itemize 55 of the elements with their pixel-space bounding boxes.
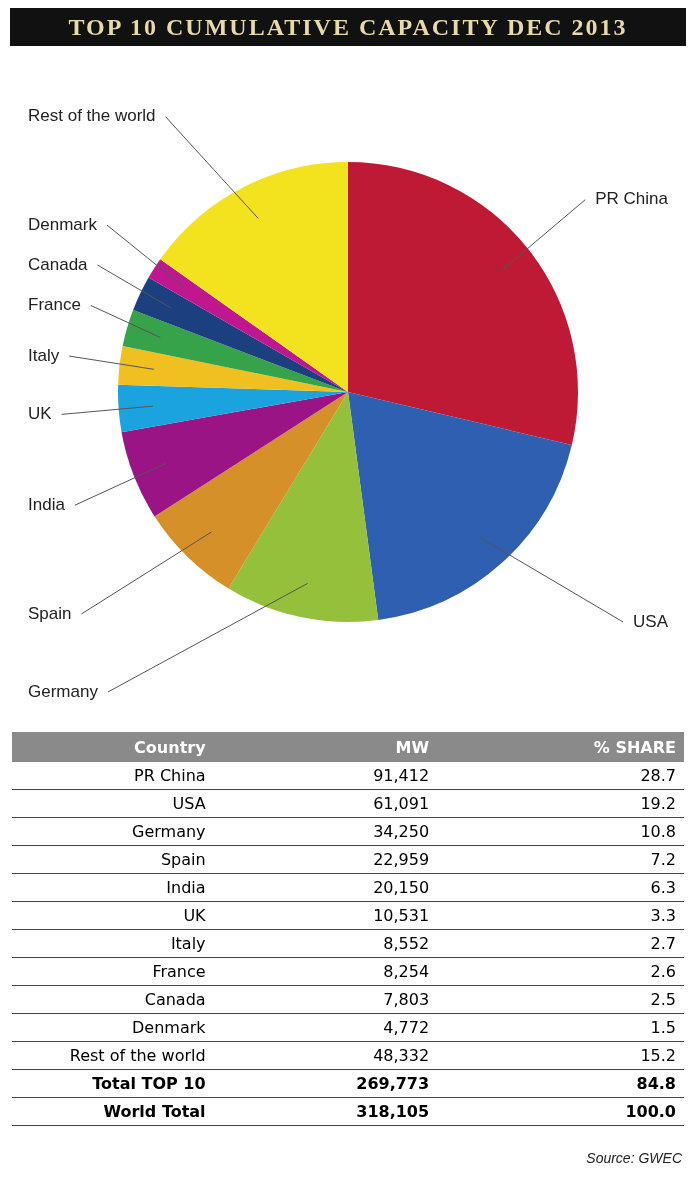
slice-label: PR China [595, 189, 669, 209]
data-label: 269,773 [213, 1069, 438, 1098]
data-label: 28.7 [437, 762, 684, 790]
data-label: 34,250 [213, 817, 438, 846]
category-label: Total TOP 10 [12, 1069, 214, 1098]
category-label: India [12, 873, 214, 902]
slice-label: Italy [28, 345, 60, 365]
category-label: Italy [12, 929, 214, 958]
data-label: 318,105 [213, 1097, 438, 1126]
data-label: 22,959 [213, 845, 438, 874]
category-label: France [12, 957, 214, 986]
slice-label: Denmark [28, 214, 98, 234]
category-label: Spain [12, 845, 214, 874]
text: Country [12, 732, 214, 762]
text: % SHARE [437, 732, 684, 762]
slice-label: Spain [28, 603, 72, 623]
data-label: 2.7 [437, 929, 684, 958]
data-label: 8,552 [213, 929, 438, 958]
data-label: 4,772 [213, 1013, 438, 1042]
category-label: USA [12, 789, 214, 818]
data-label: 6.3 [437, 873, 684, 902]
source-note: Source: GWEC [586, 1150, 682, 1166]
data-label: 84.8 [437, 1069, 684, 1098]
data-label: 61,091 [213, 789, 438, 818]
category-label: PR China [12, 762, 214, 790]
data-label: 100.0 [437, 1097, 684, 1126]
data-label: 20,150 [213, 873, 438, 902]
data-label: 10,531 [213, 901, 438, 930]
data-label: 7.2 [437, 845, 684, 874]
chart-title: TOP 10 CUMULATIVE CAPACITY DEC 2013 [10, 8, 686, 46]
category-label: Denmark [12, 1013, 214, 1042]
text: MW [213, 732, 438, 762]
slice-label: France [28, 295, 81, 315]
category-label: Germany [12, 817, 214, 846]
data-label: 19.2 [437, 789, 684, 818]
slice-label: Rest of the world [28, 106, 156, 126]
data-label: 1.5 [437, 1013, 684, 1042]
category-label: World Total [12, 1097, 214, 1126]
category-label: Canada [12, 985, 214, 1014]
data-label: 91,412 [213, 762, 438, 790]
slice-label: Canada [28, 254, 89, 274]
data-label: 10.8 [437, 817, 684, 846]
data-label: 8,254 [213, 957, 438, 986]
slice-label: UK [28, 404, 53, 424]
data-label: 48,332 [213, 1041, 438, 1070]
data-label: 2.5 [437, 985, 684, 1014]
slice-label: USA [633, 611, 669, 631]
category-label: UK [12, 901, 214, 930]
slice-label: India [28, 494, 66, 514]
category-label: Rest of the world [12, 1041, 214, 1070]
data-label: 2.6 [437, 957, 684, 986]
slice-label: Germany [28, 681, 99, 701]
data-label: 3.3 [437, 901, 684, 930]
data-label: 7,803 [213, 985, 438, 1014]
data-label: 15.2 [437, 1041, 684, 1070]
